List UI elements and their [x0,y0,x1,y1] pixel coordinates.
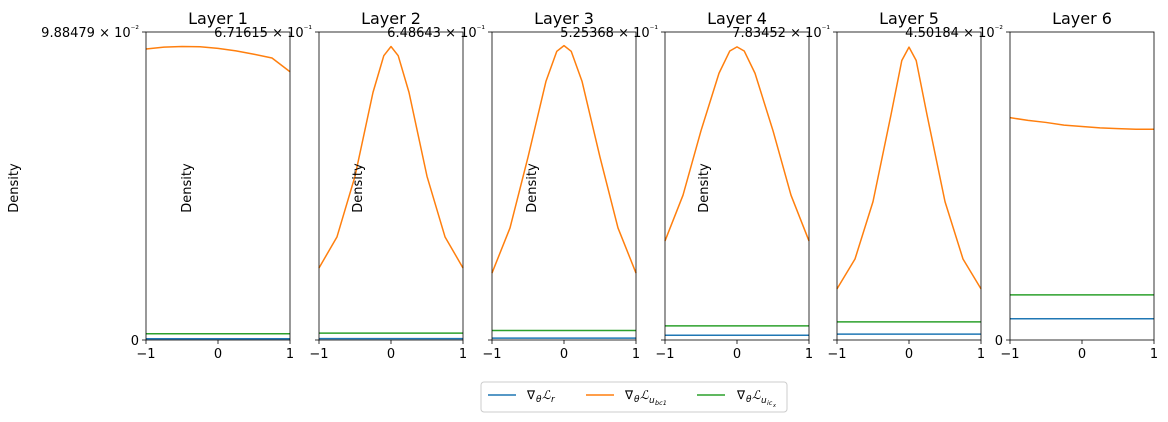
axes-frame [836,31,982,341]
x-tick-label: 0 [560,347,568,362]
x-tick-label: 1 [459,347,467,362]
legend-label-ic: ∇ θ ℒ u ic x [736,388,776,409]
axes-frame [1009,31,1155,341]
svg-text:θ: θ [536,395,542,405]
svg-text:u: u [761,396,767,406]
y-bottom-tick-label: 0 [131,334,139,349]
series-line-bc [664,46,810,242]
svg-text:∇: ∇ [624,388,634,402]
x-tick-label: 1 [1150,347,1158,362]
x-tick-label: −1 [309,347,328,362]
panel-title: Layer 4 [707,9,767,28]
svg-text:∇: ∇ [526,388,536,402]
svg-text:θ: θ [746,395,752,405]
panel-title: Layer 5 [879,9,939,28]
x-tick-label: 0 [733,347,741,362]
panel-4: Layer 4 −1 0 1 5.25368 × 10⁻¹ Density [525,9,813,362]
svg-text:r: r [551,395,556,405]
legend: ∇ θ ℒ r ∇ θ ℒ u bc1 ∇ θ ℒ u ic x [480,381,788,413]
y-axis-label: Density [7,163,22,213]
legend-frame [480,381,788,413]
x-tick-label: −1 [136,347,155,362]
legend-label-bc: ∇ θ ℒ u bc1 [624,388,667,407]
y-top-tick-label: 6.71615 × 10⁻¹ [214,25,312,41]
y-top-tick-label: 9.88479 × 10⁻² [41,25,139,41]
x-tick-label: 1 [805,347,813,362]
svg-text:ℒ: ℒ [640,388,649,402]
x-tick-label: 0 [214,347,222,362]
y-axis-label: Density [697,163,712,213]
svg-text:bc1: bc1 [655,399,667,407]
svg-text:ℒ: ℒ [752,388,761,402]
panel-2: Layer 2 −1 0 1 6.71615 × 10⁻¹ Density [180,9,467,362]
svg-text:ic: ic [767,399,773,407]
svg-text:ℒ: ℒ [542,388,551,402]
y-top-tick-label: 5.25368 × 10⁻¹ [560,25,658,41]
x-tick-label: 0 [387,347,395,362]
x-tick-label: −1 [655,347,674,362]
legend-label-r: ∇ θ ℒ r [526,388,556,405]
y-axis-label: Density [351,163,366,213]
panel-title: Layer 2 [361,9,421,28]
y-bottom-tick-label: 0 [995,334,1003,349]
x-tick-label: 1 [632,347,640,362]
x-tick-label: 1 [977,347,985,362]
y-top-tick-label: 7.83452 × 10⁻¹ [732,25,830,41]
y-axis-label: Density [180,163,195,213]
svg-text:θ: θ [634,395,640,405]
x-tick-label: 0 [905,347,913,362]
series-line-bc [1009,116,1154,131]
panel-title: Layer 1 [188,9,248,28]
panel-title: Layer 3 [534,9,594,28]
x-tick-label: −1 [1000,347,1019,362]
axes-frame [318,31,464,341]
series-line-bc [836,46,982,290]
x-tick-label: 0 [1078,347,1086,362]
y-top-tick-label: 6.48643 × 10⁻¹ [387,25,485,41]
y-top-tick-label: 4.50184 × 10⁻² [905,25,1003,41]
svg-text:u: u [649,396,655,406]
panel-3: Layer 3 −1 0 1 6.48643 × 10⁻¹ Density [351,9,640,362]
panel-5: Layer 5 −1 0 1 7.83452 × 10⁻¹ Density [697,9,985,362]
svg-text:∇: ∇ [736,388,746,402]
panel-6: Layer 6−1 0 14.50184 × 10⁻²0 [905,9,1158,362]
x-tick-label: −1 [482,347,501,362]
x-tick-label: −1 [827,347,846,362]
svg-text:x: x [772,403,776,409]
series-line-bc [318,45,464,269]
panel-title: Layer 6 [1052,9,1112,28]
y-axis-label: Density [525,163,540,213]
axes-frame [664,31,810,341]
series-line-bc [491,44,637,274]
axes-frame [145,31,291,341]
axes-frame [491,31,637,341]
series-line-bc [145,45,291,73]
x-tick-label: 1 [286,347,294,362]
